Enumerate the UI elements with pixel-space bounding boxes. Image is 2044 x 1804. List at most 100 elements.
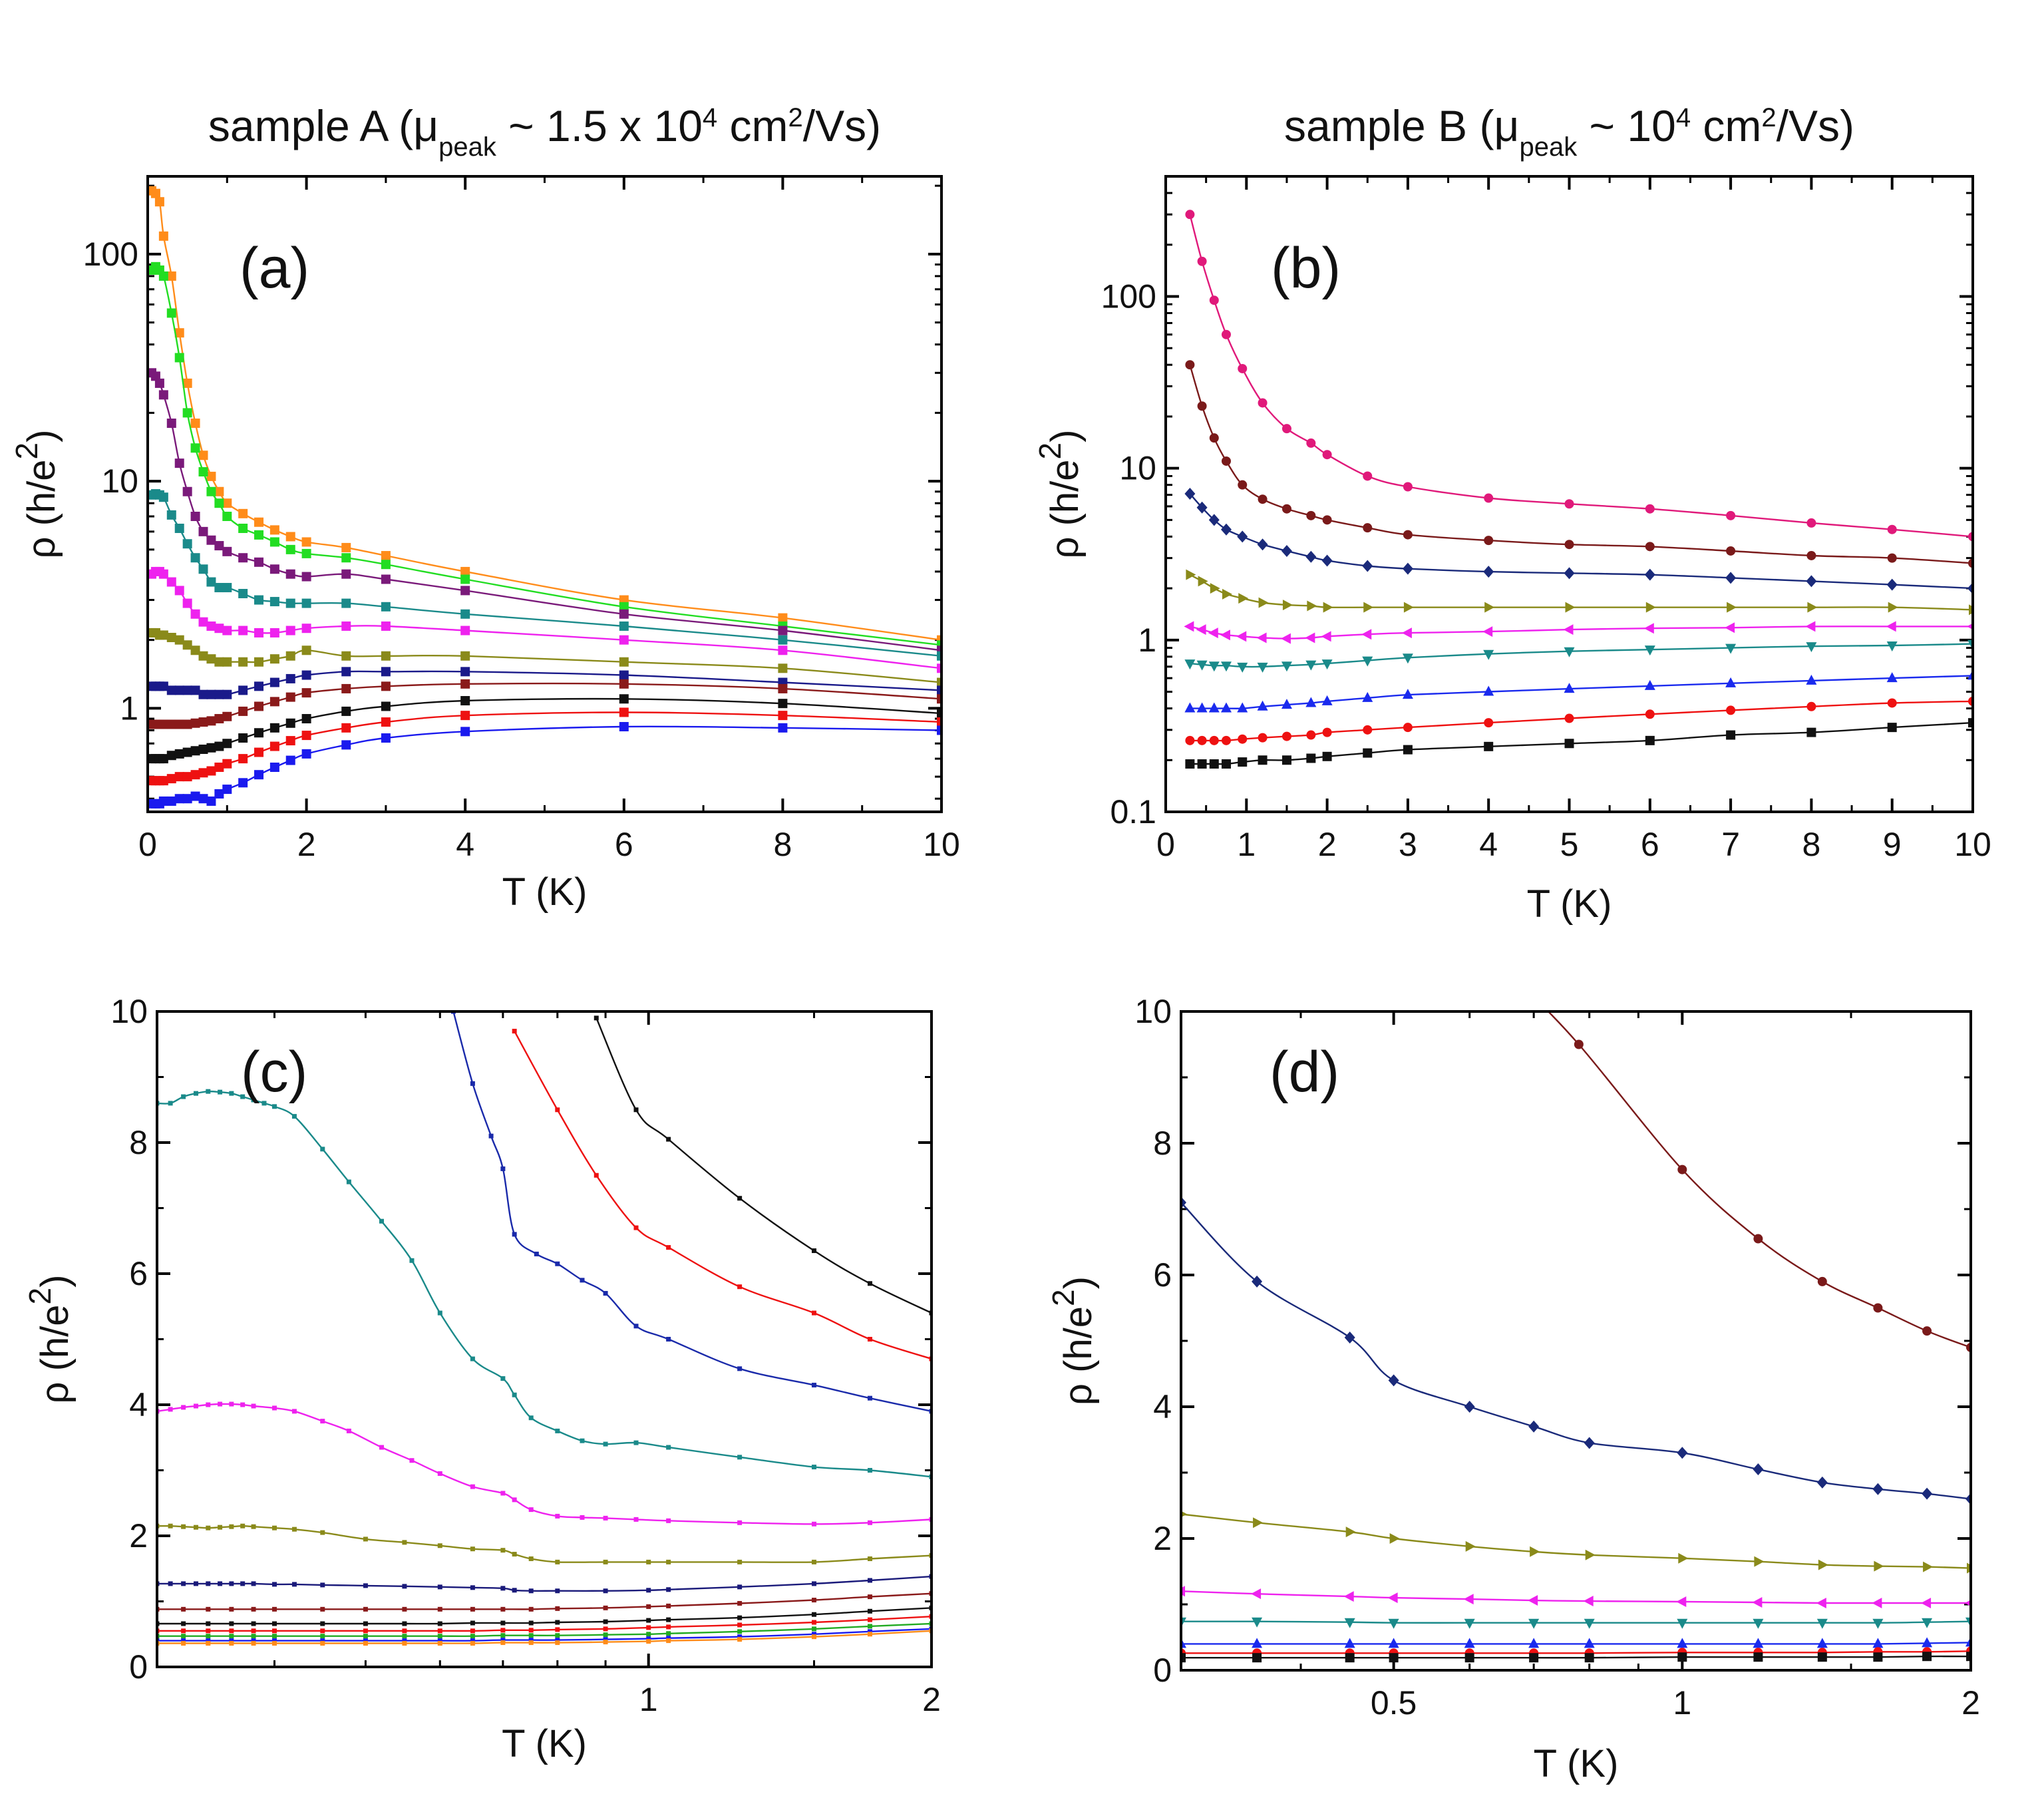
panel-b-series-2-point <box>1220 523 1232 536</box>
panel-a-series-1-point <box>254 530 264 540</box>
panel-d-series-5-point <box>1344 1638 1355 1648</box>
panel-c-series-11-point <box>437 1638 442 1644</box>
panel-a-series-1-point <box>222 511 232 521</box>
panel-a-series-3-point <box>198 564 208 574</box>
panel-b-series-1-point <box>1238 480 1248 490</box>
panel-d-xtick-label: 2 <box>1961 1684 1980 1721</box>
panel-a-series-6-point <box>198 689 208 699</box>
panel-b-series-4-point <box>1805 621 1816 632</box>
panel-d-series-7-point <box>1677 1652 1687 1662</box>
panel-c-series-12-point <box>528 1640 534 1646</box>
panel-c-series-9-point <box>181 1628 186 1634</box>
panel-b-series-6-point <box>1208 702 1220 713</box>
panel-c-series-1-point <box>633 1225 639 1230</box>
panel-a-series-1-point <box>460 574 470 584</box>
panel-c-series-4-point <box>409 1458 415 1463</box>
panel-c-series-11-point <box>867 1629 872 1634</box>
panel-c-series-7-point <box>181 1606 186 1612</box>
panel-b-series-7-point <box>1363 725 1373 735</box>
panel-c-ytick-label: 2 <box>129 1517 148 1554</box>
panel-a-series-7-point <box>254 701 264 711</box>
panel-c-series-8-point <box>181 1621 186 1626</box>
panel-a-xtick-label: 10 <box>923 826 960 863</box>
panel-a-series-9-point <box>778 711 788 721</box>
panel-a-series-5-point <box>254 657 264 667</box>
panel-a-series-5-point <box>238 657 248 667</box>
panel-a-series-9-point <box>285 736 295 746</box>
panel-a-series-1-point <box>285 544 295 554</box>
panel-c-series-8-point <box>646 1618 651 1623</box>
panel-c-series-5-point <box>603 1559 608 1564</box>
panel-a-series-2-point <box>166 419 176 429</box>
panel-c-series-2-point <box>488 1133 494 1139</box>
panel-a-series-10-point <box>190 791 200 801</box>
panel-a-series-2-point <box>285 569 295 579</box>
panel-b-series-7-point <box>1221 735 1231 745</box>
panel-b-series-1-line <box>1189 364 1973 564</box>
panel-a-series-1-point <box>158 271 168 281</box>
panel-b-series-2-point <box>1196 501 1208 514</box>
panel-a-series-5-point <box>190 645 200 655</box>
panel-a-series-9-point <box>214 763 224 773</box>
panel-d-series-7-point <box>1584 1653 1594 1663</box>
panel-c-series-3-point <box>512 1392 517 1397</box>
panel-d-label: (d) <box>1270 1040 1339 1104</box>
panel-a-series-9-point <box>174 772 184 782</box>
panel-a-series-9-point <box>254 747 264 757</box>
panel-c-series-9-point <box>363 1628 368 1634</box>
panel-b-series-3-point <box>1888 602 1898 613</box>
panel-d-series-3-line <box>1181 1590 1971 1604</box>
panel-a-series-7-point <box>206 716 216 726</box>
panel-c-series-11-point <box>206 1638 211 1644</box>
panel-b-ytick-label: 100 <box>1101 277 1156 315</box>
panel-a-series-6-point <box>254 681 264 691</box>
panel-c-series-3-point <box>229 1091 234 1096</box>
panel-c-series-5-point <box>218 1525 223 1530</box>
panel-b-series-8-point <box>1209 759 1219 769</box>
panel-a-series-9-point <box>460 711 470 721</box>
panel-a-series-4-point <box>174 586 184 596</box>
panel-a-series-3-point <box>158 492 168 502</box>
panel-c-series-12-point <box>363 1641 368 1646</box>
panel-d-series-7-line <box>1181 1655 1971 1659</box>
panel-b-series-8-point <box>1887 723 1897 733</box>
panel-c-series-9-point <box>555 1627 560 1632</box>
panel-c-series-3-point <box>737 1455 743 1460</box>
panel-c-series-7-point <box>528 1606 534 1612</box>
panel-b-xlabel: T (K) <box>1527 882 1612 926</box>
panel-c-series-6-point <box>528 1588 534 1594</box>
panel-c-series-9-point <box>528 1628 534 1633</box>
panel-c-series-11-point <box>402 1638 407 1644</box>
panel-a-series-6-point <box>341 667 351 677</box>
panel-b-series-4-point <box>1482 626 1493 637</box>
panel-b-series-8-point <box>1484 741 1494 751</box>
panel-d-series-7-point <box>1529 1653 1539 1663</box>
panel-a-series-8-point <box>166 751 176 761</box>
panel-c-series-3-point <box>811 1465 816 1470</box>
panel-d-series-4-point <box>1816 1618 1828 1629</box>
panel-c-series-5-point <box>320 1530 325 1535</box>
panel-b-series-4-point <box>1321 631 1331 642</box>
panel-c-series-4-point <box>867 1520 872 1525</box>
panel-a-series-0-point <box>269 525 279 535</box>
panel-c-series-7-point <box>555 1606 560 1611</box>
panel-c-series-4-point <box>528 1507 534 1513</box>
panel-c-series-12-point <box>229 1641 234 1646</box>
panel-b-series-0-point <box>1281 424 1291 434</box>
panel-b-series-5-point <box>1321 659 1333 670</box>
panel-c-series-5-point <box>512 1552 517 1557</box>
panel-c-series-12-point <box>737 1637 743 1642</box>
panel-b-series-1-point <box>1363 523 1373 533</box>
panel-a-series-0-point <box>460 566 470 576</box>
panel-c-series-4-point <box>218 1401 223 1407</box>
panel-b-series-2-point <box>1564 567 1575 580</box>
panel-c-series-9-point <box>251 1628 256 1634</box>
panel-c-series-4-point <box>168 1407 173 1412</box>
panel-b-xtick-label: 9 <box>1883 826 1902 863</box>
panel-b-series-0-point <box>1209 295 1219 305</box>
panel-b-series-7-point <box>1258 733 1268 743</box>
panel-b-series-5-point <box>1184 659 1196 670</box>
panel-c-series-6-point <box>229 1581 234 1586</box>
panel-d-series-5-point <box>1922 1637 1933 1648</box>
panel-b-series-2-point <box>1725 572 1737 584</box>
